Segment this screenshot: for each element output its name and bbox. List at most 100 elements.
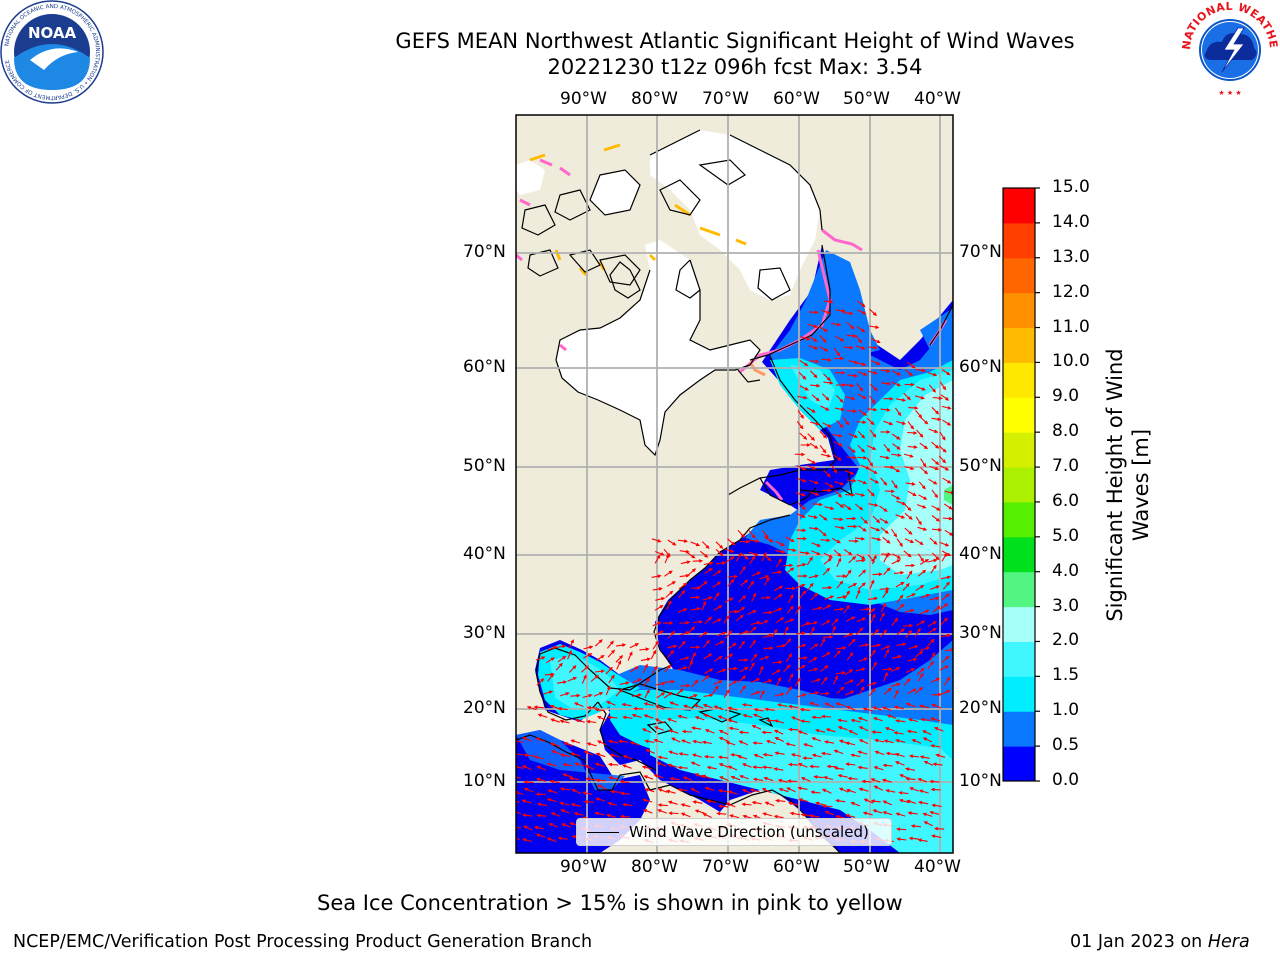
wind-wave-arrow — [941, 369, 951, 376]
bottom-lon-label: 90°W — [560, 857, 607, 877]
right-lat-label: 20°N — [959, 698, 1002, 718]
wind-wave-arrow — [890, 667, 901, 673]
wind-wave-arrow — [906, 799, 917, 804]
sea-ice-note: Sea Ice Concentration > 15% is shown in … — [317, 891, 903, 915]
wind-wave-arrow — [678, 752, 689, 756]
wind-wave-arrow — [643, 714, 654, 719]
wind-wave-arrow — [820, 538, 831, 543]
wind-wave-arrow — [916, 667, 925, 676]
wind-wave-arrow — [619, 791, 631, 796]
wind-wave-arrow — [822, 585, 833, 590]
wind-wave-arrow — [930, 585, 940, 590]
colorbar-tick-label: 11.0 — [1052, 316, 1090, 337]
wind-wave-arrow — [563, 741, 573, 747]
wind-wave-arrow — [546, 762, 557, 767]
wind-wave-arrow — [931, 489, 939, 499]
wind-wave-arrow — [796, 465, 807, 471]
wind-wave-arrow — [916, 429, 924, 438]
wind-wave-arrow — [631, 693, 643, 697]
wind-wave-arrow — [823, 557, 832, 565]
wind-wave-arrow — [557, 836, 568, 841]
legend-label: Wind Wave Direction (unscaled) — [629, 823, 869, 841]
bottom-lon-label: 80°W — [631, 857, 678, 877]
wind-wave-arrow — [699, 550, 709, 558]
wind-wave-arrow — [872, 706, 883, 711]
wind-wave-arrow — [831, 618, 839, 626]
wind-wave-arrow — [763, 776, 774, 782]
wind-wave-arrow — [759, 655, 770, 661]
wind-wave-arrow — [570, 693, 581, 698]
wind-wave-arrow — [867, 681, 877, 687]
wind-wave-arrow — [879, 505, 888, 512]
wind-wave-arrow — [810, 421, 821, 426]
wind-wave-arrow — [773, 585, 784, 592]
wind-wave-arrow — [930, 677, 941, 683]
wind-wave-arrow — [855, 589, 861, 599]
wind-wave-arrow — [812, 606, 823, 611]
wind-wave-arrow — [690, 607, 702, 611]
wind-wave-arrow — [834, 490, 843, 498]
wind-wave-arrow — [933, 826, 945, 831]
wind-wave-arrow — [607, 762, 619, 767]
wind-wave-arrow — [701, 774, 712, 780]
wind-wave-arrow — [857, 371, 868, 376]
wind-wave-arrow — [811, 737, 822, 742]
colorbar-band — [1003, 188, 1035, 224]
wind-wave-arrow — [835, 814, 846, 819]
wind-wave-arrow — [783, 626, 789, 636]
wind-wave-arrow — [584, 765, 595, 770]
wind-wave-arrow — [813, 775, 824, 779]
wind-wave-arrow — [799, 359, 809, 367]
wind-wave-arrow — [821, 393, 830, 401]
wind-wave-arrow — [931, 692, 942, 697]
wind-wave-arrow — [516, 752, 523, 756]
wind-wave-arrow — [654, 630, 664, 636]
wind-wave-arrow — [896, 420, 907, 425]
wind-wave-arrow — [929, 652, 936, 662]
wind-wave-arrow — [806, 582, 814, 592]
wind-wave-arrow — [846, 478, 857, 483]
wind-wave-arrow — [533, 825, 545, 830]
wind-wave-arrow — [857, 765, 868, 770]
wind-wave-arrow — [748, 530, 756, 539]
wind-wave-arrow — [629, 741, 640, 746]
wind-wave-arrow — [914, 395, 926, 400]
wind-wave-arrow — [653, 738, 664, 744]
wind-wave-arrow — [930, 717, 941, 722]
wind-wave-arrow — [845, 569, 852, 579]
wind-wave-arrow — [536, 802, 548, 807]
wind-wave-arrow — [772, 660, 783, 664]
wind-wave-arrow — [920, 417, 929, 425]
wind-wave-arrow — [652, 621, 662, 627]
wind-wave-arrow — [536, 678, 545, 686]
wind-wave-arrow — [896, 603, 905, 611]
wind-wave-arrow — [573, 702, 584, 708]
wind-wave-arrow — [896, 837, 907, 841]
wind-wave-arrow — [775, 550, 786, 554]
wind-wave-arrow — [860, 464, 870, 470]
wind-wave-arrow — [895, 581, 905, 588]
map-frame — [515, 114, 954, 854]
wind-wave-arrow — [581, 674, 587, 684]
wind-wave-arrow — [691, 726, 702, 730]
wind-wave-arrow — [595, 778, 606, 783]
wind-wave-arrow — [559, 719, 570, 724]
wind-wave-arrow — [905, 563, 916, 568]
wind-wave-arrow — [787, 779, 798, 783]
wind-wave-arrow — [891, 453, 902, 457]
wind-wave-arrow — [702, 596, 713, 601]
wind-wave-arrow — [904, 382, 915, 387]
wind-wave-arrow — [668, 811, 679, 815]
colorbar-tick-label: 13.0 — [1052, 246, 1090, 267]
wind-wave-arrow — [610, 789, 621, 794]
wind-wave-arrow — [786, 605, 794, 614]
wind-wave-arrow — [678, 582, 688, 590]
wind-wave-arrow — [869, 395, 876, 405]
wind-wave-arrow — [917, 526, 928, 531]
wind-wave-arrow — [861, 779, 872, 784]
wind-wave-arrow — [787, 593, 794, 604]
wind-wave-arrow — [834, 525, 846, 530]
wind-wave-arrow — [819, 346, 829, 352]
wind-wave-arrow — [809, 442, 819, 449]
wind-wave-arrow — [939, 465, 950, 471]
